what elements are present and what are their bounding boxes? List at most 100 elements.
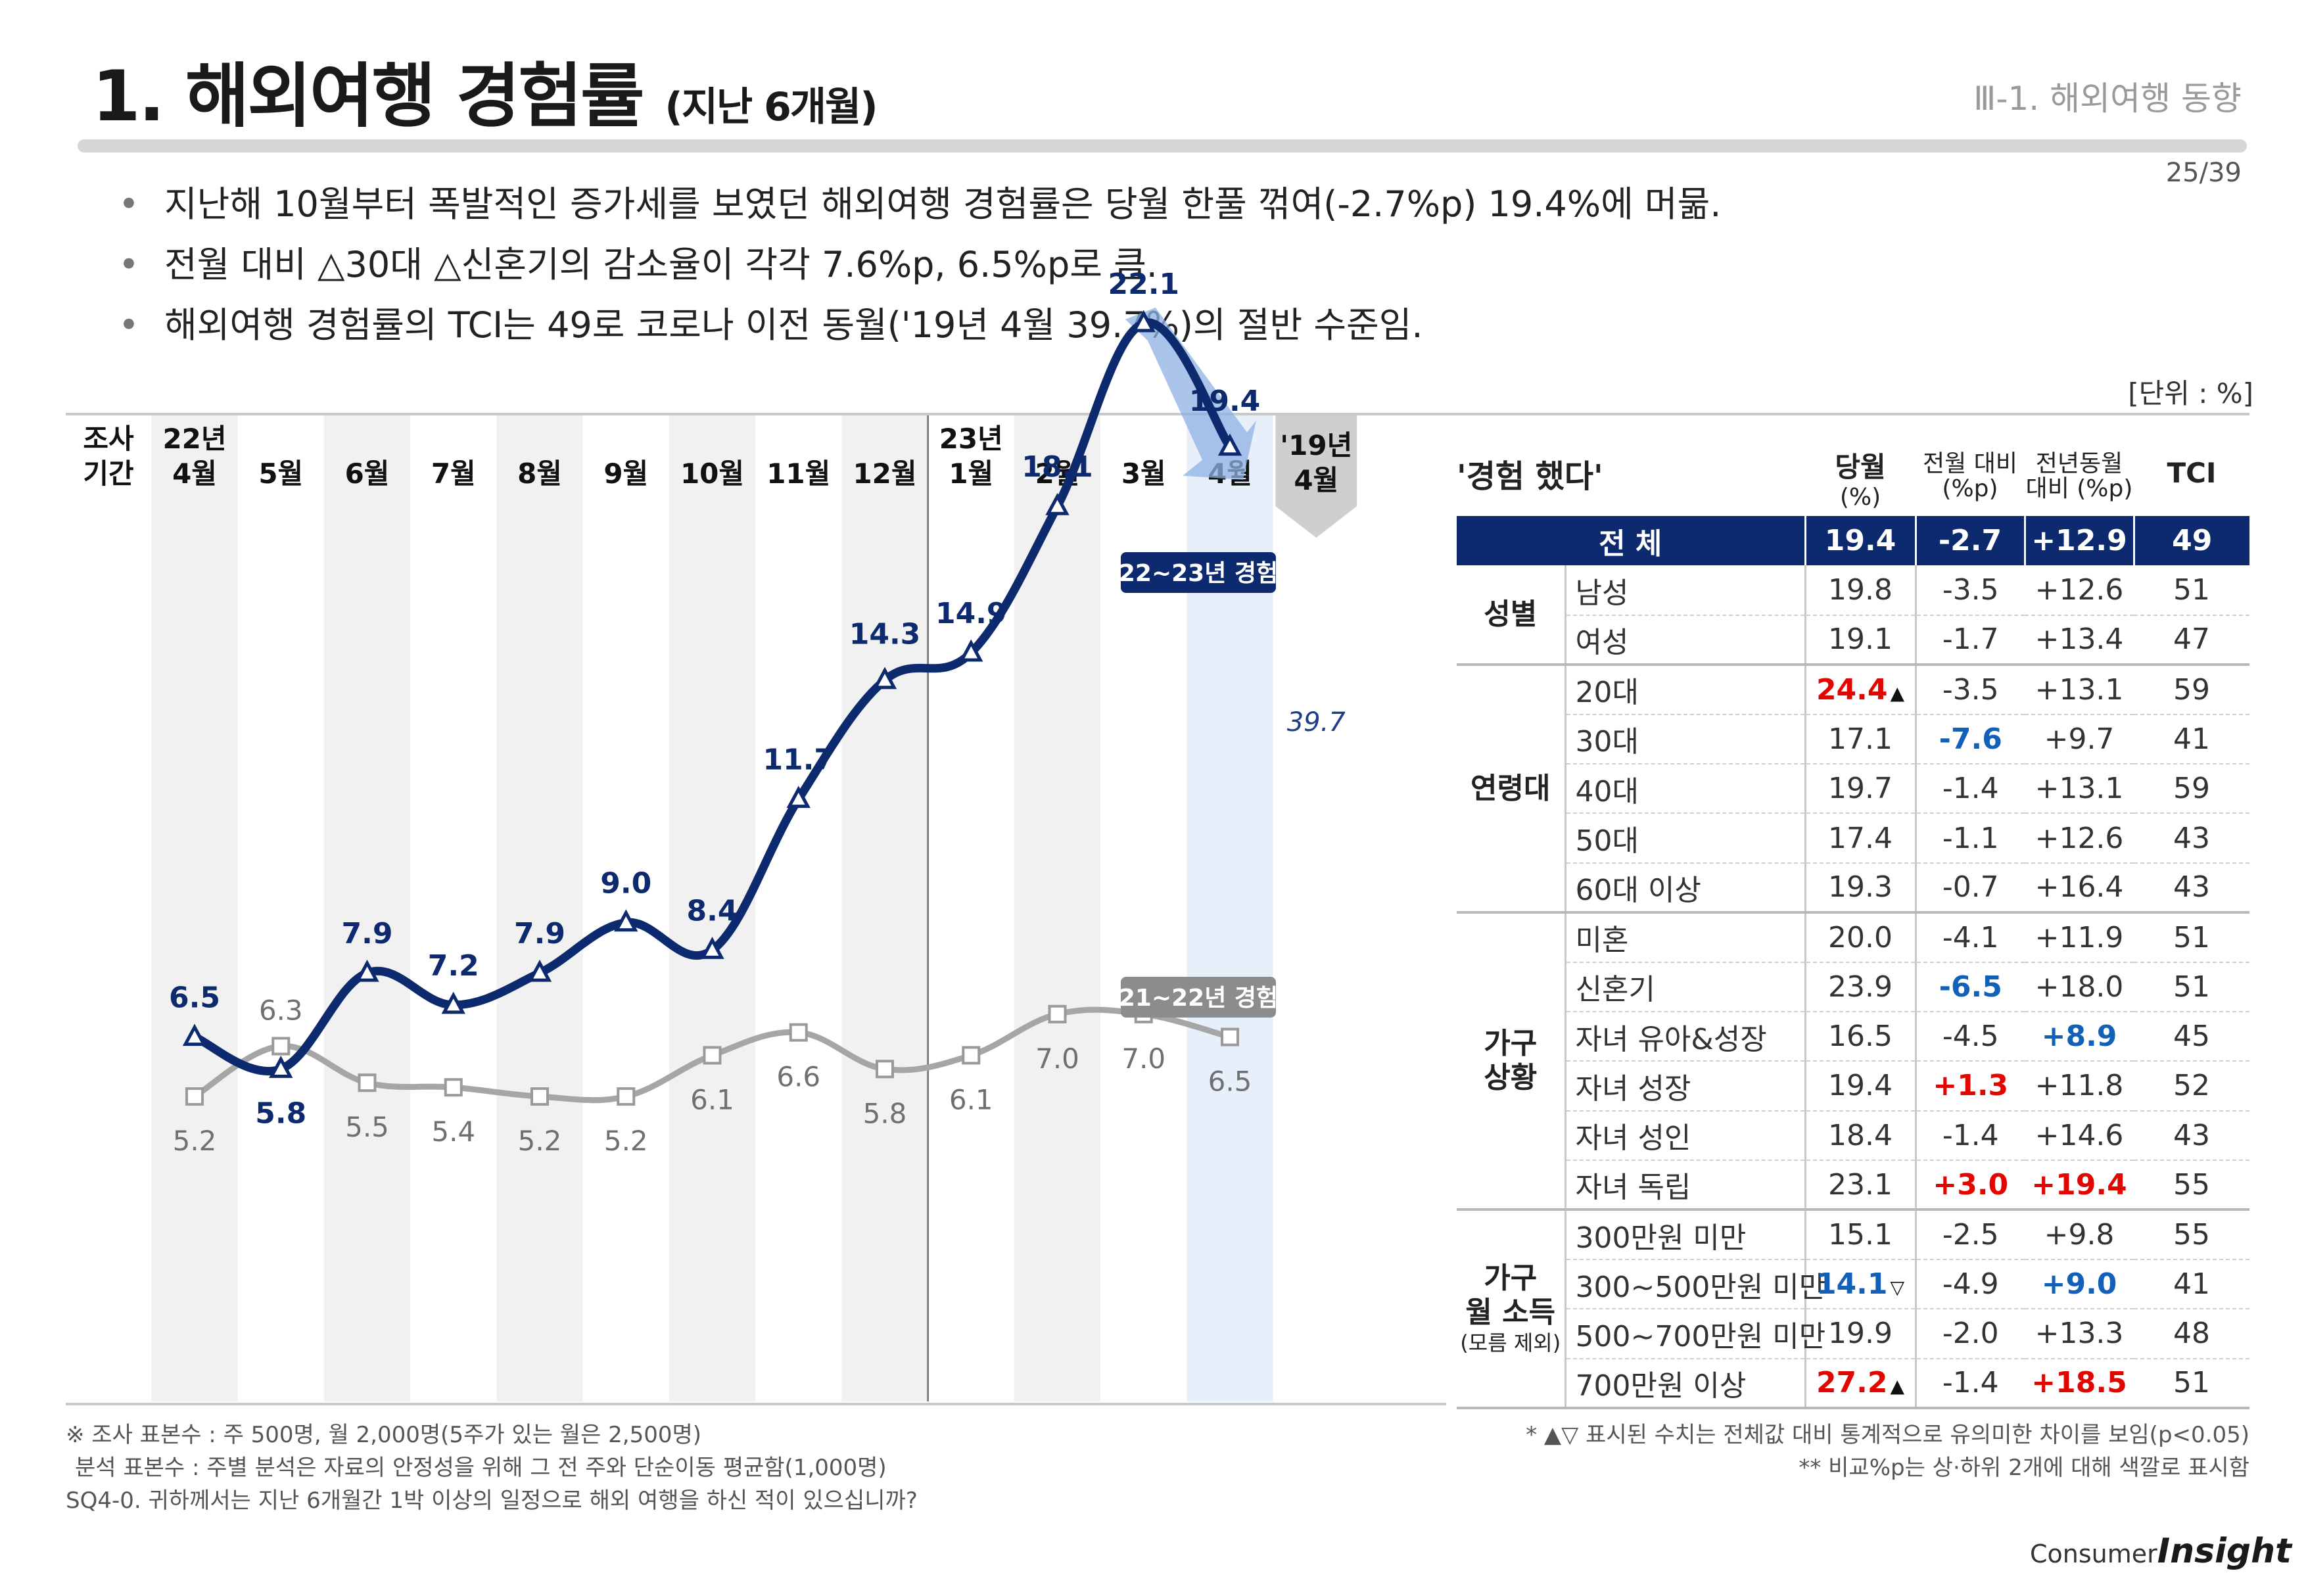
table-row: 30대 17.1 -7.6 +9.7 41 bbox=[1457, 714, 2249, 764]
row-item: 700만원 이상 bbox=[1564, 1358, 1805, 1410]
row-current: 27.2 ▲ bbox=[1804, 1358, 1917, 1410]
bullet-dot: • bbox=[118, 183, 139, 225]
row-mom: -1.4 bbox=[1916, 1110, 2025, 1162]
label-prev: 6.5 bbox=[1208, 1066, 1252, 1098]
series-badge-prev-label: 21~22년 경험 bbox=[1119, 985, 1278, 1012]
reference-pennant bbox=[1275, 415, 1357, 538]
label-prev: 6.6 bbox=[776, 1061, 820, 1093]
row-current: 16.5 bbox=[1804, 1011, 1917, 1062]
bullet-dot: • bbox=[118, 304, 139, 346]
table-row: 자녀 독립 23.1 +3.0 +19.4 55 bbox=[1457, 1160, 2249, 1211]
row-yoy: +19.4 bbox=[2025, 1160, 2134, 1211]
footnote: * ▲▽ 표시된 수치는 전체값 대비 통계적으로 유의미한 차이를 보임(p<… bbox=[1526, 1422, 2249, 1448]
row-item: 자녀 유아&성장 bbox=[1564, 1011, 1805, 1062]
row-yoy: +13.3 bbox=[2025, 1309, 2134, 1359]
label-current: 14.9 bbox=[935, 597, 1007, 630]
month-label: 12월 bbox=[853, 458, 916, 490]
table-row: 성별 남성 19.8 -3.5 +12.6 51 bbox=[1457, 565, 2249, 667]
row-mom: -2.0 bbox=[1916, 1309, 2025, 1359]
point-prev bbox=[185, 1087, 204, 1106]
title-sub: (지난 6개월) bbox=[665, 84, 878, 130]
point-prev bbox=[271, 1037, 291, 1056]
point-current bbox=[269, 1056, 293, 1078]
row-tci: 45 bbox=[2134, 1011, 2249, 1062]
month-band bbox=[323, 415, 411, 1401]
year-label: 23년 bbox=[939, 423, 1003, 455]
year-label: 22년 bbox=[162, 423, 226, 455]
row-item: 500~700만원 미만 bbox=[1564, 1309, 1825, 1359]
point-prev bbox=[789, 1023, 808, 1042]
total-mom: -2.7 bbox=[1914, 516, 2025, 566]
point-current bbox=[527, 959, 552, 982]
label-prev: 5.4 bbox=[431, 1115, 475, 1148]
point-current bbox=[872, 667, 897, 690]
total-tci: 49 bbox=[2132, 516, 2249, 566]
month-band bbox=[841, 415, 928, 1401]
data-table: 전 체 19.4 -2.7 +12.9 49 성별 남성 19.8 -3.5 +12.6 51 여성 1… bbox=[1457, 516, 2249, 1410]
month-label: 8월 bbox=[517, 458, 562, 490]
point-current bbox=[441, 991, 465, 1014]
breakdown-table: '경험 했다' 당월 (%) 전월 대비 (%p) 전년동월 대비 (%p) T… bbox=[1457, 431, 2249, 1410]
row-yoy: +9.0 bbox=[2025, 1259, 2134, 1310]
table-row: 가구 월 소득 (모름 제외) 300만원 미만 15.1 -2.5 +9.8 55 bbox=[1457, 1209, 2249, 1410]
label-current: 19.4 bbox=[1189, 385, 1261, 418]
group-label: 성별 bbox=[1457, 565, 1565, 667]
row-tci: 43 bbox=[2134, 1110, 2249, 1162]
label-prev: 5.5 bbox=[345, 1111, 389, 1143]
month-label: 1월 bbox=[949, 458, 993, 490]
table-row: 300~500만원 미만 14.1 ▽ -4.9 +9.0 41 bbox=[1457, 1259, 2249, 1310]
row-yoy: +18.5 bbox=[2025, 1358, 2134, 1410]
row-yoy: +11.8 bbox=[2025, 1061, 2134, 1112]
point-current bbox=[959, 639, 983, 662]
label-current: 11.7 bbox=[763, 743, 834, 777]
point-current bbox=[700, 937, 724, 959]
row-tci: 51 bbox=[2134, 962, 2249, 1012]
row-mom: -1.4 bbox=[1916, 763, 2025, 814]
row-tci: 48 bbox=[2134, 1309, 2249, 1359]
point-prev bbox=[1221, 1027, 1239, 1046]
bullet-item: • 해외여행 경험률의 TCI는 49로 코로나 이전 동월('19년 4월 39… bbox=[118, 295, 1721, 356]
row-mom: -0.7 bbox=[1916, 862, 2025, 914]
footnote: SQ4-0. 귀하께서는 지난 6개월간 1박 이상의 일정으로 해외 여행을 … bbox=[66, 1488, 918, 1514]
point-prev bbox=[703, 1046, 722, 1065]
table-row: 연령대 20대 24.4 ▲ -3.5 +13.1 59 bbox=[1457, 665, 2249, 914]
row-current: 19.7 bbox=[1804, 763, 1917, 814]
label-prev: 5.8 bbox=[863, 1097, 907, 1129]
total-current: 19.4 bbox=[1804, 516, 1916, 566]
row-mom: -4.9 bbox=[1916, 1259, 2025, 1310]
row-tci: 41 bbox=[2134, 1259, 2249, 1310]
row-tci: 47 bbox=[2134, 615, 2249, 667]
row-yoy: +16.4 bbox=[2025, 862, 2134, 914]
table-row: 500~700만원 미만 19.9 -2.0 +13.3 48 bbox=[1457, 1309, 2249, 1359]
label-current: 5.8 bbox=[255, 1096, 306, 1130]
label-current: 6.5 bbox=[169, 981, 220, 1015]
row-current: 19.1 bbox=[1804, 615, 1917, 667]
row-yoy: +13.1 bbox=[2025, 763, 2134, 814]
row-item: 미혼 bbox=[1564, 912, 1805, 963]
label-current: 9.0 bbox=[600, 867, 651, 901]
row-mom: -4.5 bbox=[1916, 1011, 2025, 1062]
row-mom: -1.4 bbox=[1916, 1358, 2025, 1410]
point-prev bbox=[358, 1073, 377, 1092]
row-item: 50대 bbox=[1564, 813, 1805, 864]
row-item: 남성 bbox=[1564, 565, 1805, 616]
footnotes-right: * ▲▽ 표시된 수치는 전체값 대비 통계적으로 유의미한 차이를 보임(p<… bbox=[1526, 1419, 2249, 1484]
reference-value-label: 39.7 bbox=[1287, 707, 1346, 738]
row-mom: -3.5 bbox=[1916, 565, 2025, 616]
table-row: 자녀 성인 18.4 -1.4 +14.6 43 bbox=[1457, 1110, 2249, 1162]
label-prev: 5.2 bbox=[518, 1125, 562, 1157]
row-yoy: +13.1 bbox=[2025, 665, 2134, 715]
title-main: 1. 해외여행 경험률 bbox=[92, 56, 644, 137]
point-prev bbox=[530, 1087, 549, 1106]
table-row: 자녀 성장 19.4 +1.3 +11.8 52 bbox=[1457, 1061, 2249, 1112]
row-mom: +3.0 bbox=[1916, 1160, 2025, 1211]
table-caption: '경험 했다' bbox=[1457, 458, 1603, 495]
month-label: 3월 bbox=[1121, 458, 1166, 490]
page-number: 25/39 bbox=[2165, 158, 2242, 188]
label-current: 7.9 bbox=[342, 917, 393, 951]
series-badge-current bbox=[1121, 552, 1276, 593]
label-prev: 6.1 bbox=[949, 1083, 993, 1115]
row-current: 15.1 bbox=[1804, 1209, 1917, 1260]
month-label: 9월 bbox=[603, 458, 648, 490]
footnote: ** 비교%p는 상·하위 2개에 대해 색깔로 표시함 bbox=[1799, 1455, 2249, 1481]
